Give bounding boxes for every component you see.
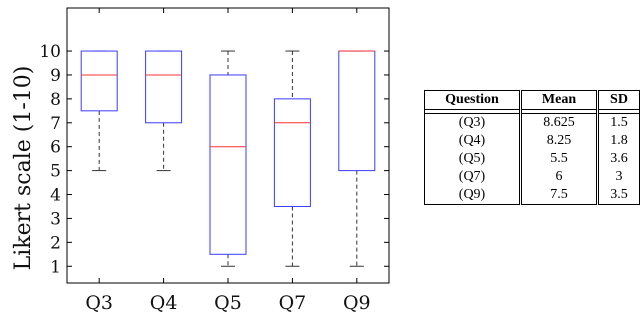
y-tick-label: 9 — [50, 66, 61, 86]
header-sd: SD — [597, 90, 640, 110]
box-q3 — [80, 50, 118, 172]
iqr-box — [145, 50, 183, 124]
iqr-box — [273, 98, 311, 207]
table-row: (Q4) 8.25 1.8 — [424, 132, 640, 150]
stats-table: Question Mean SD (Q3) 8.625 1.5 (Q4) 8.25 1.… — [424, 90, 640, 205]
x-tick-label: Q5 — [214, 292, 242, 314]
table-row: (Q5) 5.5 3.6 — [424, 150, 640, 168]
y-tick-label: 3 — [50, 209, 61, 229]
y-tick-label: 10 — [39, 42, 61, 62]
box-plot: 1 2 3 4 5 6 7 8 9 10 Q3 Q4 Q5 Q7 Q9 Likert scale (1-1… — [11, 7, 390, 314]
y-tick-label: 2 — [50, 233, 61, 253]
y-tick-label: 4 — [50, 186, 61, 206]
table-row: (Q9) 7.5 3.5 — [424, 186, 640, 205]
table-header-row: Question Mean SD — [424, 90, 640, 110]
iqr-box — [80, 50, 118, 112]
box-q4 — [145, 50, 183, 172]
header-mean: Mean — [520, 90, 599, 110]
y-tick-label: 1 — [50, 257, 61, 277]
y-tick-label: 6 — [50, 138, 61, 158]
y-tick-label: 5 — [50, 162, 61, 182]
header-question: Question — [424, 90, 522, 110]
table-row: (Q3) 8.625 1.5 — [424, 113, 640, 132]
y-axis-label: Likert scale (1-10) — [11, 66, 36, 271]
y-tick-label: 8 — [50, 90, 61, 110]
x-tick-label: Q3 — [85, 292, 113, 314]
iqr-box — [338, 50, 376, 172]
table-gap-row — [424, 109, 640, 114]
iqr-box — [209, 74, 247, 255]
plot-frame — [66, 7, 390, 284]
y-tick-label: 7 — [50, 114, 61, 134]
x-tick-label: Q4 — [150, 292, 178, 314]
x-tick-label: Q9 — [343, 292, 371, 314]
box-q9 — [338, 50, 376, 267]
x-tick-label: Q7 — [279, 292, 307, 314]
box-q5 — [209, 50, 247, 267]
box-q7 — [273, 50, 311, 267]
table-row: (Q7) 6 3 — [424, 168, 640, 186]
